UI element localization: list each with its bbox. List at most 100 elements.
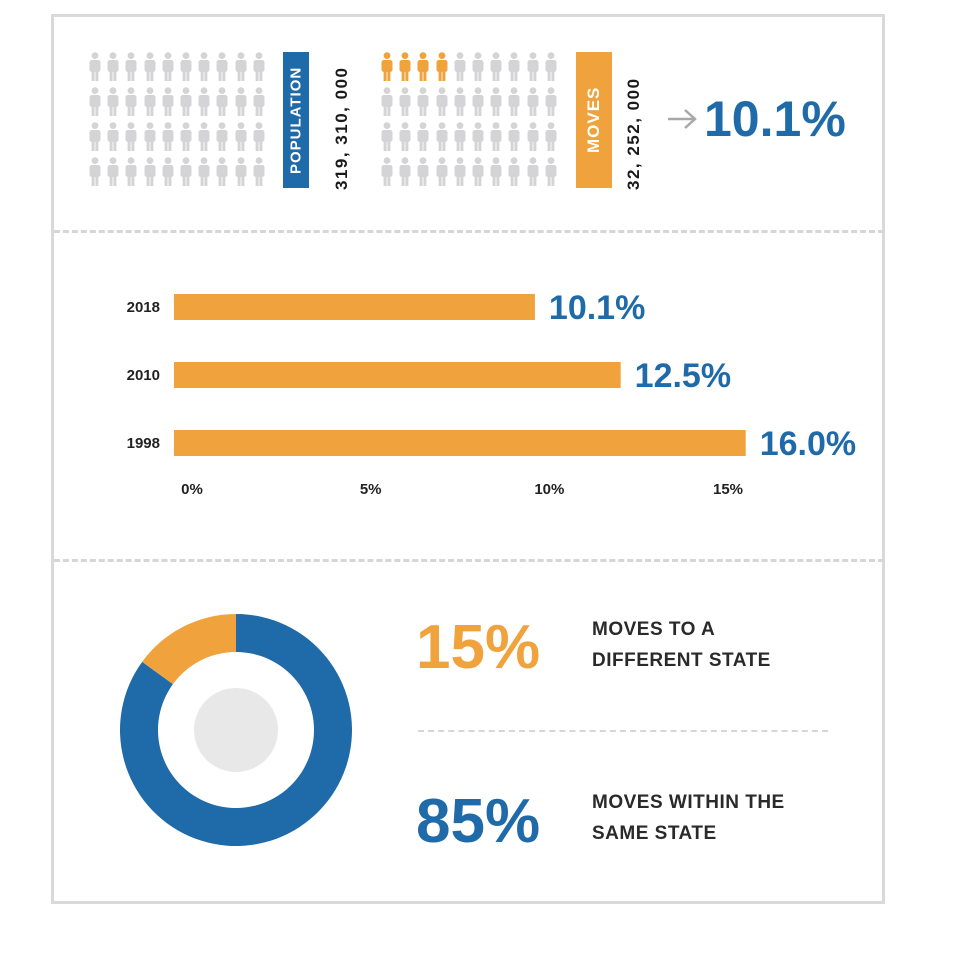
person-icon [544,87,558,122]
divider-3 [418,730,828,732]
person-icon [252,122,266,157]
x-tick-label: 10% [534,481,564,498]
person-icon [507,122,521,157]
person-icon [526,157,540,192]
person-icon [197,122,211,157]
person-icon [471,157,485,192]
same-state-line1: MOVES WITHIN THE [592,792,785,813]
person-icon [234,122,248,157]
donut-slice-same-state [119,614,352,846]
person-icon [416,87,430,122]
person-icon [471,87,485,122]
moves-percentage: 10.1% [704,91,846,147]
person-icon [252,87,266,122]
x-tick-label: 15% [713,481,743,498]
moves-pictogram [380,52,560,192]
donut-chart [119,614,352,846]
bar-category-label: 1998 [127,435,160,452]
person-icon [453,87,467,122]
x-tick-label: 0% [181,481,203,498]
person-icon [234,157,248,192]
person-icon [179,52,193,87]
person-icon [197,52,211,87]
bar-2018 [174,294,535,320]
person-icon [507,157,521,192]
person-icon [526,52,540,87]
person-icon [489,122,503,157]
person-icon [88,122,102,157]
person-icon [106,157,120,192]
different-state-text: MOVES TO A DIFFERENT STATE [592,614,771,676]
moves-label: MOVES [576,52,612,188]
population-label: POPULATION [283,52,309,188]
person-icon [380,157,394,192]
person-icon [507,87,521,122]
person-icon [179,157,193,192]
person-icon [380,122,394,157]
bar-1998 [174,430,746,456]
person-icon [161,87,175,122]
donut-center [194,688,278,772]
person-icon [143,87,157,122]
person-icon [88,52,102,87]
person-icon [124,87,138,122]
person-icon [416,157,430,192]
person-icon [143,157,157,192]
divider-2 [54,559,884,562]
bar-category-label: 2010 [127,367,160,384]
person-icon [398,52,412,87]
person-icon [544,122,558,157]
person-icon [124,122,138,157]
bar-value-label: 10.1% [549,289,645,327]
person-icon [453,157,467,192]
person-icon [197,87,211,122]
person-icon [143,52,157,87]
person-icon [489,157,503,192]
bar-2010 [174,362,621,388]
person-icon [507,52,521,87]
person-icon [161,52,175,87]
person-icon [544,52,558,87]
bar-value-label: 16.0% [760,425,856,463]
person-icon [215,87,229,122]
different-state-percent: 15% [416,613,541,682]
different-state-line2: DIFFERENT STATE [592,650,771,671]
person-icon [398,157,412,192]
person-icon [215,122,229,157]
person-icon [161,157,175,192]
person-icon [380,87,394,122]
person-icon [416,52,430,87]
person-icon [161,122,175,157]
person-icon [143,122,157,157]
person-icon [380,52,394,87]
person-icon [398,122,412,157]
bar-value-label: 12.5% [635,357,731,395]
person-icon [88,87,102,122]
person-icon [526,87,540,122]
donut-slice-different-state [142,614,236,685]
bar-category-label: 2018 [127,299,160,316]
person-icon [124,157,138,192]
person-icon [179,87,193,122]
person-icon [435,122,449,157]
person-icon [215,157,229,192]
population-value: 319, 310, 000 [332,66,351,190]
same-state-line2: SAME STATE [592,823,717,844]
person-icon [526,122,540,157]
person-icon [489,52,503,87]
same-state-text: MOVES WITHIN THE SAME STATE [592,787,785,849]
bar-chart: 2018 10.1% 2010 12.5% 1998 16.0% 0% 5% 10% 15% [127,289,857,498]
person-icon [471,122,485,157]
divider-1 [54,230,884,233]
person-icon [106,122,120,157]
person-icon [106,87,120,122]
person-icon [435,52,449,87]
person-icon [197,157,211,192]
person-icon [489,87,503,122]
person-icon [252,157,266,192]
person-icon [234,87,248,122]
person-icon [398,87,412,122]
arrow-right-icon [668,109,697,129]
person-icon [88,157,102,192]
same-state-percent: 85% [416,787,541,856]
